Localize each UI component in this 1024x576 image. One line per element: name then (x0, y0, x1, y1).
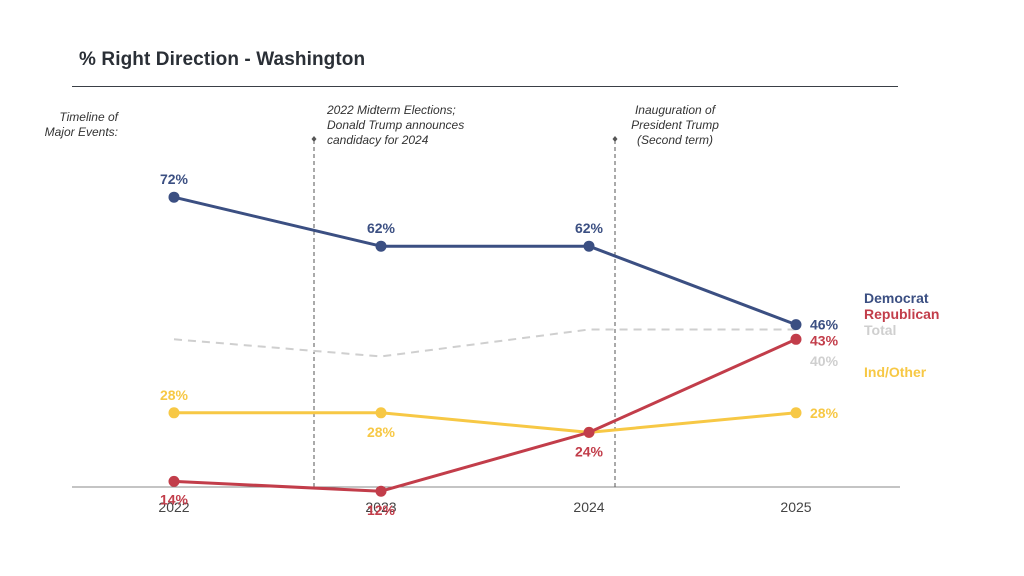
chart-title: % Right Direction - Washington (79, 49, 366, 70)
data-label-ind-other-2022: 28% (160, 387, 189, 403)
x-tick-label-2023: 2023 (365, 499, 396, 515)
series-line-total (173, 328, 796, 358)
data-point-ind-other-2022 (168, 407, 180, 419)
data-label-republican-2022: 14% (160, 491, 189, 507)
data-point-ind-other-2025 (790, 407, 802, 419)
data-point-democrat-2022 (168, 191, 180, 203)
data-point-democrat-2023 (375, 240, 387, 252)
data-label-democrat-2024: 62% (575, 220, 604, 236)
event-annotation-inauguration: Inauguration of President Trump (Second … (631, 103, 719, 147)
event-marker-1 (311, 136, 317, 142)
data-point-republican-2024 (583, 426, 595, 438)
series-line-republican (173, 337, 797, 493)
event-marker-2 (612, 136, 618, 142)
timeline-label: Timeline of Major Events: (44, 110, 118, 139)
data-point-ind-other-2023 (375, 407, 387, 419)
x-tick-label-2025: 2025 (780, 499, 811, 515)
data-point-republican-2022 (168, 475, 180, 487)
data-label-ind-other-2025: 28% (810, 405, 839, 421)
data-label-democrat-2022: 72% (160, 171, 189, 187)
data-label-total-2025: 40% (810, 353, 839, 369)
legend-label-ind-other: Ind/Other (864, 364, 927, 380)
data-point-republican-2023 (375, 485, 387, 497)
x-tick-label-2024: 2024 (573, 499, 604, 515)
legend-label-republican: Republican (864, 306, 939, 322)
legend-label-total: Total (864, 322, 896, 338)
data-point-democrat-2025 (790, 319, 802, 331)
data-label-republican-2025: 43% (810, 332, 839, 348)
series-line-democrat (173, 195, 797, 327)
data-label-democrat-2025: 46% (810, 317, 839, 333)
x-tick-label-2022: 2022 (158, 499, 189, 515)
event-annotation-midterm: 2022 Midterm Elections; Donald Trump ann… (327, 103, 465, 147)
data-label-republican-2024: 24% (575, 443, 604, 459)
data-label-ind-other-2023: 28% (367, 424, 396, 440)
data-label-republican-2023: 12% (367, 502, 396, 518)
data-point-republican-2025 (790, 333, 802, 345)
title-divider (72, 86, 898, 87)
legend-label-democrat: Democrat (864, 290, 929, 306)
series-line-ind-other (174, 411, 797, 434)
data-point-democrat-2024 (583, 240, 595, 252)
data-label-democrat-2023: 62% (367, 220, 396, 236)
